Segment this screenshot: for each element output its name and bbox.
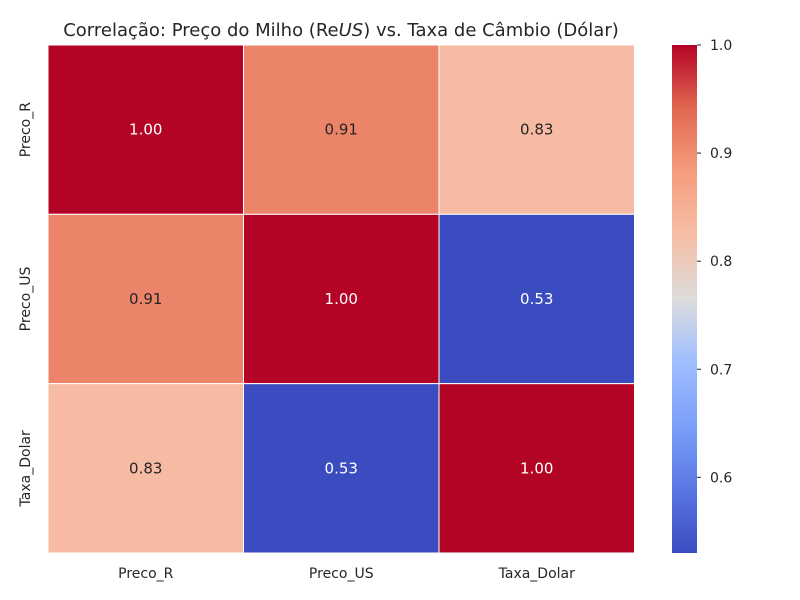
colorbar-tick-label: 0.8 <box>710 254 732 270</box>
heatmap-cell <box>47 213 244 385</box>
colorbar-tick-label: 0.9 <box>710 146 732 162</box>
heatmap-cell-label: 0.53 <box>520 290 553 308</box>
chart-title-part: e <box>328 20 339 41</box>
y-tick-label: Preco_R <box>18 102 34 158</box>
heatmap-cell <box>47 44 244 215</box>
colorbar <box>672 45 697 553</box>
heatmap-cell <box>438 44 635 215</box>
heatmap-cell-label: 1.00 <box>325 290 358 308</box>
chart-title-part: Correlação: Preço do Milho (R <box>63 20 328 41</box>
chart-title-part: US <box>339 20 364 41</box>
colorbar-ticks: 0.6 0.7 0.8 0.9 1.0 <box>697 38 732 486</box>
heatmap-cells <box>47 44 635 554</box>
heatmap-cell-label: 1.00 <box>520 459 553 477</box>
y-axis-tick-labels: Preco_R Preco_US Taxa_Dolar <box>18 102 34 508</box>
heatmap-cell <box>438 213 635 385</box>
x-tick-label: Preco_US <box>309 566 374 582</box>
x-axis-tick-labels: Preco_R Preco_US Taxa_Dolar <box>118 566 575 582</box>
y-tick-label: Preco_US <box>18 267 34 332</box>
heatmap-cell <box>243 44 440 215</box>
x-tick-label: Preco_R <box>118 566 174 582</box>
heatmap-cell-label: 0.91 <box>129 290 162 308</box>
heatmap-cell-label: 0.53 <box>325 459 358 477</box>
colorbar-tick-label: 0.7 <box>710 362 732 378</box>
heatmap-cell-label: 0.83 <box>520 121 553 139</box>
heatmap-cell <box>438 383 635 554</box>
chart-title-part: ) vs. Taxa de Câmbio (Dólar) <box>363 20 619 41</box>
colorbar-tick-label: 1.0 <box>710 38 732 54</box>
colorbar-tick-label: 0.6 <box>710 470 732 486</box>
heatmap-cell <box>243 213 440 385</box>
heatmap-cell <box>243 383 440 554</box>
x-tick-label: Taxa_Dolar <box>498 566 575 582</box>
heatmap-cell-label: 0.83 <box>129 459 162 477</box>
heatmap-cell <box>47 383 244 554</box>
y-tick-label: Taxa_Dolar <box>18 430 34 507</box>
heatmap-cell-label: 1.00 <box>129 121 162 139</box>
heatmap-cell-labels: 1.00 0.91 0.83 0.91 1.00 0.53 0.83 0.53 1.00 <box>129 121 553 478</box>
heatmap-cell-label: 0.91 <box>325 121 358 139</box>
chart-title: Correlação: Preço do Milho (ReUS) vs. Ta… <box>63 20 619 41</box>
